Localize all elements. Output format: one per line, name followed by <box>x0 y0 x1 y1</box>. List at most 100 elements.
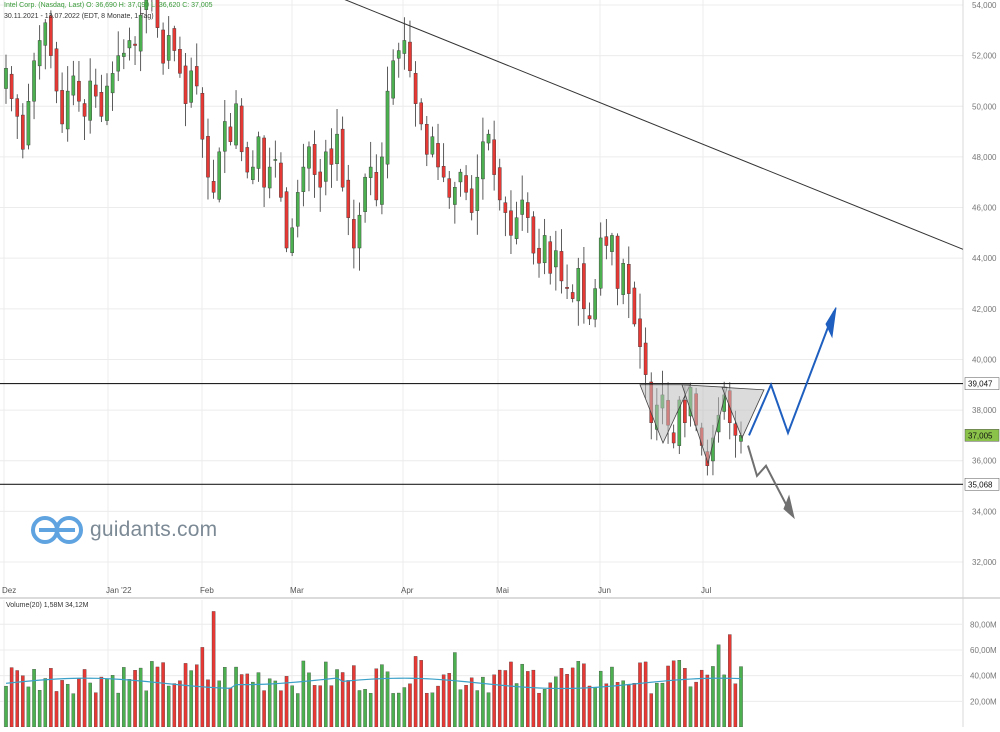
candle-body <box>99 92 104 117</box>
candle-body <box>402 40 407 54</box>
volume-bar <box>671 660 676 728</box>
volume-bar <box>43 678 48 728</box>
candle-body <box>374 172 379 201</box>
candle-body <box>486 133 491 144</box>
candle-body <box>161 29 165 64</box>
pattern-triangle-right <box>721 386 765 439</box>
volume-bar <box>643 661 648 728</box>
price-tick-label: 42,000 <box>972 305 997 314</box>
guidants-logo: guidants.com <box>30 515 217 545</box>
volume-bar <box>447 673 451 728</box>
volume-bar <box>649 693 653 728</box>
month-tick-label: Mai <box>496 586 509 595</box>
volume-bar <box>54 691 59 728</box>
volume-bar <box>385 671 390 728</box>
candle-body <box>228 126 233 142</box>
candle-body <box>116 55 121 72</box>
volume-bar <box>660 682 665 728</box>
candle-body <box>166 35 171 61</box>
candle-body <box>234 103 238 146</box>
candle-body <box>26 101 31 146</box>
volume-bar <box>352 665 356 728</box>
candle-body <box>441 166 446 178</box>
candle-body <box>671 432 676 444</box>
volume-bar <box>503 670 508 728</box>
month-tick-label: Jan '22 <box>106 586 132 595</box>
candle-body <box>105 85 109 121</box>
candle-body <box>133 43 137 46</box>
candle-body <box>318 171 322 188</box>
volume-bar <box>419 660 423 728</box>
candle-body <box>290 227 294 254</box>
volume-bar <box>413 656 418 728</box>
candle-body <box>548 241 553 274</box>
downtrend-line <box>344 0 964 250</box>
volume-bar <box>497 669 502 728</box>
candle-body <box>21 114 25 150</box>
bearish-scenario-arrow <box>747 445 792 515</box>
volume-bar <box>127 679 132 728</box>
candle-body <box>621 263 625 295</box>
candle-body <box>346 179 351 218</box>
candle-body <box>49 15 53 56</box>
volume-bar <box>110 675 115 728</box>
candle-body <box>60 90 64 125</box>
volume-bar <box>234 666 238 728</box>
price-tick-label: 36,000 <box>972 457 997 466</box>
bullish-scenario-arrow <box>748 310 835 436</box>
volume-bar <box>37 690 42 728</box>
volume-bar <box>374 668 379 728</box>
price-tick-label: 44,000 <box>972 254 997 263</box>
candle-body <box>178 49 182 74</box>
candle-body <box>138 14 143 52</box>
volume-bar <box>4 685 8 728</box>
volume-bar <box>267 678 272 728</box>
resistance-price-tag-box <box>964 377 1000 390</box>
candle-body <box>453 187 457 205</box>
candle-body <box>71 75 76 96</box>
volume-bar <box>475 690 480 728</box>
volume-bar <box>430 692 435 728</box>
candle-body <box>307 146 311 169</box>
volume-bar <box>570 667 575 728</box>
volume-bar <box>526 671 530 728</box>
last-price-tag: 37,005 <box>968 431 993 440</box>
pattern-triangle-left <box>639 384 691 445</box>
candle-body <box>312 144 317 175</box>
candle-body <box>144 0 149 10</box>
candle-body <box>363 176 367 212</box>
volume-tick-label: 60,00M <box>970 646 997 655</box>
volume-average-line <box>5 677 742 690</box>
price-tick-label: 38,000 <box>972 406 997 415</box>
volume-bar <box>627 685 631 728</box>
candle-body <box>380 156 384 205</box>
volume-bar <box>486 692 491 728</box>
volume-bar <box>189 670 193 728</box>
guidants-logo-icon <box>31 516 83 544</box>
volume-bar <box>211 611 216 728</box>
volume-bar <box>733 683 738 728</box>
candle-body <box>514 217 519 239</box>
month-tick-label: Jul <box>701 586 711 595</box>
candle-body <box>110 73 115 94</box>
volume-bar <box>621 680 625 728</box>
candle-body <box>127 40 132 49</box>
volume-bar <box>396 692 401 728</box>
volume-bar <box>481 676 485 728</box>
candle-body <box>88 80 92 121</box>
volume-bar <box>155 666 160 728</box>
volume-bar <box>402 687 407 728</box>
candle-body <box>565 287 569 289</box>
volume-bar <box>391 693 395 728</box>
month-tick-label: Dez <box>2 586 16 595</box>
candle-body <box>492 139 496 175</box>
volume-bar <box>178 680 182 728</box>
volume-bar <box>21 675 25 728</box>
volume-bar <box>122 667 126 728</box>
candle-body <box>598 237 603 289</box>
volume-bar <box>380 664 384 728</box>
volume-bar <box>251 681 255 728</box>
volume-bar <box>144 690 149 728</box>
